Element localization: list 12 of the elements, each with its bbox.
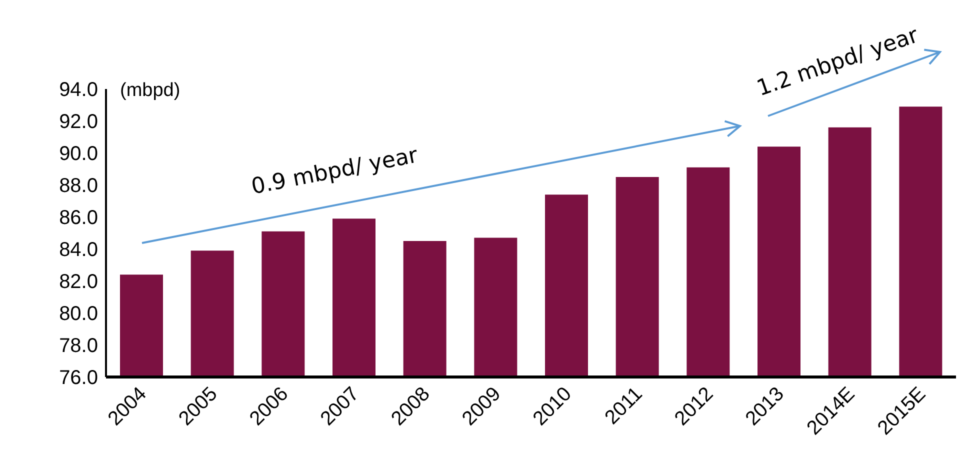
annotation: 0.9 mbpd/ year — [249, 142, 421, 200]
y-tick-label: 94.0 — [59, 79, 98, 102]
y-tick-label: 82.0 — [59, 271, 98, 294]
y-axis-title: (mbpd) — [120, 80, 180, 101]
y-tick-label: 90.0 — [59, 143, 98, 166]
y-tick-label: 92.0 — [59, 111, 98, 134]
y-tick-label: 76.0 — [59, 367, 98, 390]
y-tick-label: 80.0 — [59, 303, 98, 326]
y-tick-label: 86.0 — [59, 207, 98, 230]
y-tick-label: 84.0 — [59, 239, 98, 262]
y-tick-label: 88.0 — [59, 175, 98, 198]
y-tick-label: 78.0 — [59, 335, 98, 358]
